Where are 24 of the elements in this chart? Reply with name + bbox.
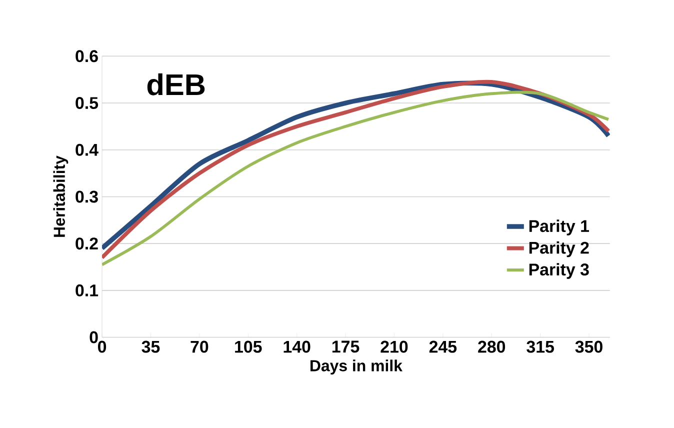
y-axis-title: Heritability [53, 156, 68, 237]
x-tick-label: 245 [429, 340, 457, 353]
y-tick-label: 0.4 [76, 144, 98, 156]
x-tick-label: 70 [190, 340, 208, 353]
y-tick-label: 0.1 [76, 284, 98, 296]
x-tick-label: 175 [332, 340, 360, 353]
y-tick-label: 0.6 [76, 50, 98, 62]
x-tick-label: 140 [284, 340, 310, 353]
y-tick-label: 0.5 [76, 97, 98, 110]
x-tick-label: 35 [142, 340, 160, 353]
x-tick-label: 105 [235, 340, 262, 353]
x-tick-label: 350 [575, 340, 602, 353]
chart-title: dEB [147, 73, 205, 96]
x-tick-label: 315 [526, 340, 554, 353]
y-tick-label: 0 [90, 331, 98, 344]
legend-label: Parity 3 [529, 263, 589, 279]
y-tick-label: 0.2 [76, 238, 98, 250]
x-axis-title: Days in milk [310, 360, 402, 375]
x-tick-label: 0 [98, 340, 106, 353]
x-tick-label: 210 [380, 340, 408, 353]
y-tick-label: 0.3 [76, 190, 98, 203]
legend-label: Parity 1 [529, 220, 589, 236]
legend-label: Parity 2 [529, 241, 589, 258]
x-tick-label: 280 [478, 340, 506, 353]
